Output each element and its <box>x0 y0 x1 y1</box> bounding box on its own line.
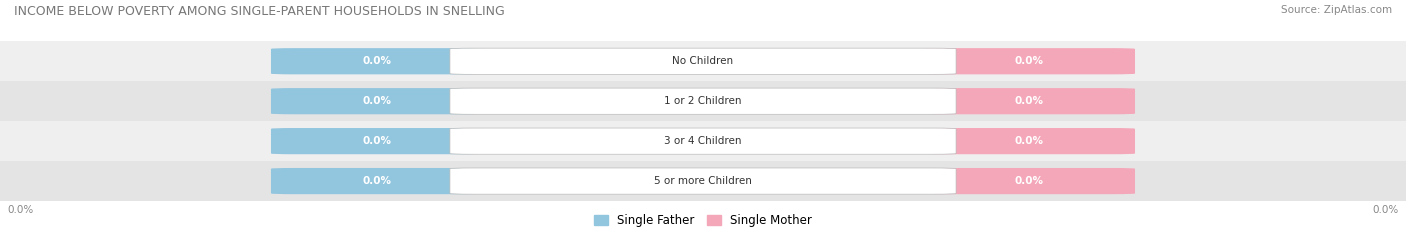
FancyBboxPatch shape <box>450 168 956 194</box>
FancyBboxPatch shape <box>271 168 484 194</box>
Text: 0.0%: 0.0% <box>1015 56 1043 66</box>
Text: 5 or more Children: 5 or more Children <box>654 176 752 186</box>
FancyBboxPatch shape <box>450 128 956 154</box>
Legend: Single Father, Single Mother: Single Father, Single Mother <box>593 214 813 227</box>
Text: Source: ZipAtlas.com: Source: ZipAtlas.com <box>1281 5 1392 15</box>
FancyBboxPatch shape <box>450 88 956 114</box>
FancyBboxPatch shape <box>922 48 1135 74</box>
FancyBboxPatch shape <box>922 168 1135 194</box>
FancyBboxPatch shape <box>271 128 484 154</box>
Text: 0.0%: 0.0% <box>363 56 391 66</box>
FancyBboxPatch shape <box>922 88 1135 114</box>
FancyBboxPatch shape <box>450 48 956 74</box>
FancyBboxPatch shape <box>922 128 1135 154</box>
Text: 3 or 4 Children: 3 or 4 Children <box>664 136 742 146</box>
Bar <box>0 41 1406 81</box>
Bar <box>0 161 1406 201</box>
Text: 0.0%: 0.0% <box>7 205 34 215</box>
Text: 0.0%: 0.0% <box>363 136 391 146</box>
Text: 0.0%: 0.0% <box>1015 136 1043 146</box>
FancyBboxPatch shape <box>271 88 484 114</box>
FancyBboxPatch shape <box>271 48 484 74</box>
Text: 0.0%: 0.0% <box>1015 176 1043 186</box>
Text: 0.0%: 0.0% <box>363 176 391 186</box>
Text: 0.0%: 0.0% <box>363 96 391 106</box>
Bar <box>0 121 1406 161</box>
Text: 0.0%: 0.0% <box>1372 205 1399 215</box>
Text: 1 or 2 Children: 1 or 2 Children <box>664 96 742 106</box>
Bar <box>0 81 1406 121</box>
Text: INCOME BELOW POVERTY AMONG SINGLE-PARENT HOUSEHOLDS IN SNELLING: INCOME BELOW POVERTY AMONG SINGLE-PARENT… <box>14 5 505 18</box>
Text: No Children: No Children <box>672 56 734 66</box>
Text: 0.0%: 0.0% <box>1015 96 1043 106</box>
